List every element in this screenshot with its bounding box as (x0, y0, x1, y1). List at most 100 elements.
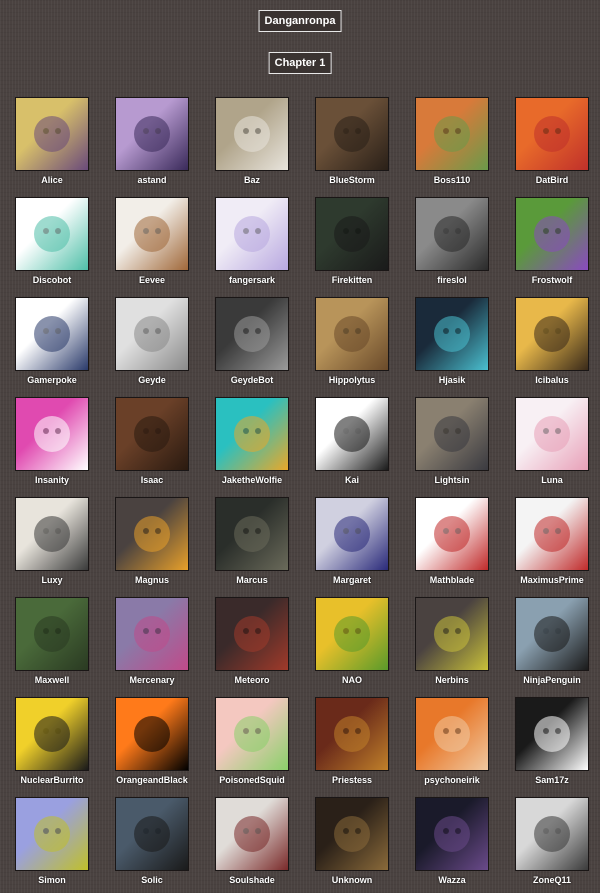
avatar-portrait-icon (434, 116, 470, 152)
player-tile[interactable]: Hippolytus (315, 297, 389, 385)
player-tile[interactable]: Magnus (115, 497, 189, 585)
player-avatar[interactable] (415, 597, 489, 671)
player-tile[interactable]: astand (115, 97, 189, 185)
player-avatar[interactable] (115, 397, 189, 471)
player-tile[interactable]: Isaac (115, 397, 189, 485)
player-avatar[interactable] (215, 697, 289, 771)
player-avatar[interactable] (315, 497, 389, 571)
player-avatar[interactable] (115, 97, 189, 171)
player-tile[interactable]: Alice (15, 97, 89, 185)
player-tile[interactable]: Hjasik (415, 297, 489, 385)
player-avatar[interactable] (515, 197, 589, 271)
player-tile[interactable]: BlueStorm (315, 97, 389, 185)
player-avatar[interactable] (315, 297, 389, 371)
player-name: PoisonedSquid (219, 775, 285, 785)
player-tile[interactable]: Simon (15, 797, 89, 885)
player-avatar[interactable] (215, 597, 289, 671)
player-tile[interactable]: NAO (315, 597, 389, 685)
player-tile[interactable]: fangersark (215, 197, 289, 285)
player-avatar[interactable] (15, 597, 89, 671)
player-tile[interactable]: Lightsin (415, 397, 489, 485)
player-avatar[interactable] (215, 797, 289, 871)
avatar-portrait-icon (34, 316, 70, 352)
player-tile[interactable]: Sam17z (515, 697, 589, 785)
player-avatar[interactable] (415, 797, 489, 871)
player-tile[interactable]: JaketheWolfie (215, 397, 289, 485)
player-avatar[interactable] (415, 297, 489, 371)
player-tile[interactable]: Luna (515, 397, 589, 485)
player-avatar[interactable] (15, 197, 89, 271)
player-avatar[interactable] (515, 97, 589, 171)
player-avatar[interactable] (515, 597, 589, 671)
player-tile[interactable]: Frostwolf (515, 197, 589, 285)
player-tile[interactable]: Marcus (215, 497, 289, 585)
player-tile[interactable]: Unknown (315, 797, 389, 885)
player-avatar[interactable] (15, 297, 89, 371)
player-avatar[interactable] (15, 697, 89, 771)
player-avatar[interactable] (215, 297, 289, 371)
player-avatar[interactable] (115, 297, 189, 371)
player-tile[interactable]: Mercenary (115, 597, 189, 685)
player-tile[interactable]: OrangeandBlack (115, 697, 189, 785)
player-tile[interactable]: fireslol (415, 197, 489, 285)
player-avatar[interactable] (515, 397, 589, 471)
player-avatar[interactable] (15, 797, 89, 871)
player-tile[interactable]: Nerbins (415, 597, 489, 685)
player-avatar[interactable] (15, 97, 89, 171)
player-tile[interactable]: Mathblade (415, 497, 489, 585)
player-tile[interactable]: ZoneQ11 (515, 797, 589, 885)
player-tile[interactable]: Luxy (15, 497, 89, 585)
player-tile[interactable]: DatBird (515, 97, 589, 185)
player-avatar[interactable] (415, 97, 489, 171)
player-avatar[interactable] (215, 97, 289, 171)
player-tile[interactable]: Priestess (315, 697, 389, 785)
player-avatar[interactable] (115, 497, 189, 571)
player-avatar[interactable] (415, 697, 489, 771)
player-avatar[interactable] (115, 697, 189, 771)
player-tile[interactable]: psychoneirik (415, 697, 489, 785)
player-avatar[interactable] (315, 197, 389, 271)
player-avatar[interactable] (215, 397, 289, 471)
player-tile[interactable]: GeydeBot (215, 297, 289, 385)
player-avatar[interactable] (315, 697, 389, 771)
player-avatar[interactable] (515, 797, 589, 871)
player-tile[interactable]: NuclearBurrito (15, 697, 89, 785)
player-avatar[interactable] (115, 797, 189, 871)
player-avatar[interactable] (115, 197, 189, 271)
player-avatar[interactable] (515, 297, 589, 371)
player-tile[interactable]: Meteoro (215, 597, 289, 685)
player-avatar[interactable] (415, 197, 489, 271)
player-tile[interactable]: Gamerpoke (15, 297, 89, 385)
player-tile[interactable]: Kai (315, 397, 389, 485)
player-tile[interactable]: Boss110 (415, 97, 489, 185)
player-avatar[interactable] (15, 397, 89, 471)
player-avatar[interactable] (515, 697, 589, 771)
player-avatar[interactable] (115, 597, 189, 671)
player-avatar[interactable] (415, 397, 489, 471)
player-avatar[interactable] (315, 397, 389, 471)
player-tile[interactable]: Solic (115, 797, 189, 885)
player-tile[interactable]: Eevee (115, 197, 189, 285)
player-tile[interactable]: Firekitten (315, 197, 389, 285)
player-avatar[interactable] (515, 497, 589, 571)
player-tile[interactable]: Maxwell (15, 597, 89, 685)
player-avatar[interactable] (315, 97, 389, 171)
player-tile[interactable]: Wazza (415, 797, 489, 885)
player-tile[interactable]: Discobot (15, 197, 89, 285)
player-avatar[interactable] (15, 497, 89, 571)
player-tile[interactable]: MaximusPrime (515, 497, 589, 585)
player-avatar[interactable] (215, 497, 289, 571)
player-avatar[interactable] (315, 597, 389, 671)
player-tile[interactable]: Geyde (115, 297, 189, 385)
player-avatar[interactable] (215, 197, 289, 271)
player-tile[interactable]: Baz (215, 97, 289, 185)
player-tile[interactable]: NinjaPenguin (515, 597, 589, 685)
avatar-portrait-icon (334, 416, 370, 452)
player-tile[interactable]: Margaret (315, 497, 389, 585)
player-tile[interactable]: Icibalus (515, 297, 589, 385)
player-tile[interactable]: Soulshade (215, 797, 289, 885)
player-tile[interactable]: PoisonedSquid (215, 697, 289, 785)
player-tile[interactable]: Insanity (15, 397, 89, 485)
player-avatar[interactable] (415, 497, 489, 571)
player-avatar[interactable] (315, 797, 389, 871)
